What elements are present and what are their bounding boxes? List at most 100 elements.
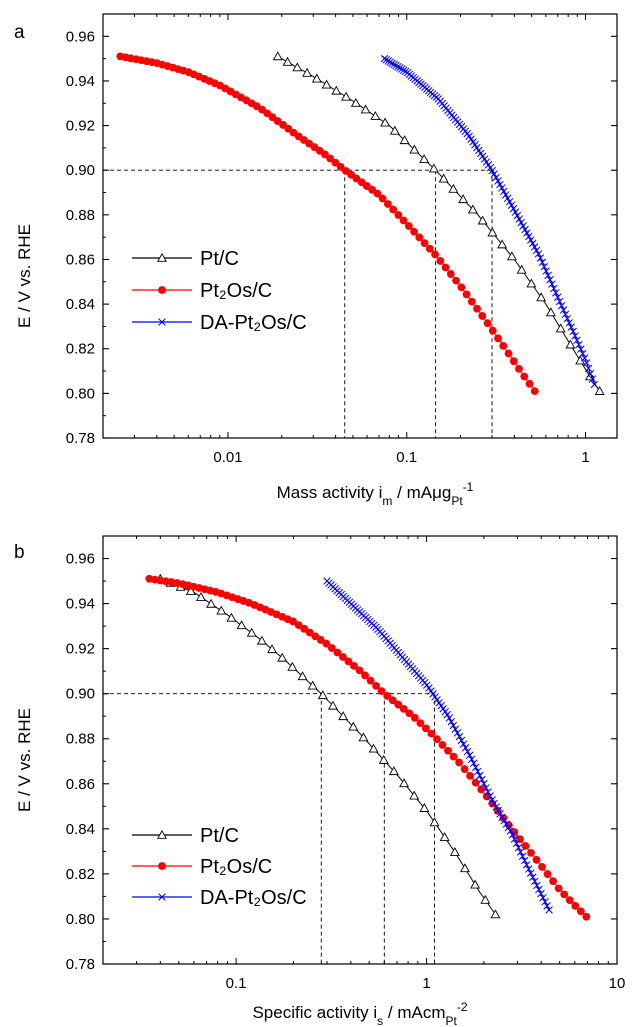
series-3: [323, 577, 553, 914]
y-tick-label: 0.80: [66, 911, 95, 928]
data-point: [509, 204, 518, 213]
data-point: [455, 732, 464, 741]
data-point: [550, 284, 558, 293]
data-point: [307, 680, 318, 690]
data-point: [549, 877, 558, 886]
data-point: [498, 813, 506, 822]
data-point: [571, 902, 580, 910]
legend-marker: [157, 252, 167, 262]
legend-marker: [158, 893, 166, 901]
series-line: [384, 58, 595, 385]
data-point: [370, 110, 381, 120]
data-point: [443, 710, 451, 719]
data-point: [527, 869, 535, 877]
data-point: [453, 729, 462, 737]
data-point: [317, 690, 328, 700]
data-point: [576, 907, 585, 916]
y-tick-label: 0.88: [66, 731, 95, 748]
data-point: [490, 909, 501, 919]
panel-a-xlabel: Mass activity im / mAμgPt-1: [277, 480, 474, 508]
legend-marker: [158, 286, 166, 294]
data-point: [449, 846, 460, 856]
panel-b: b E / V vs. RHE Specific activity is / m…: [14, 535, 625, 1027]
data-point: [455, 758, 463, 767]
data-point: [267, 644, 277, 654]
data-point: [577, 345, 585, 353]
data-point: [399, 66, 408, 74]
data-point: [548, 280, 556, 288]
data-point: [328, 700, 338, 710]
series-1: [155, 573, 501, 919]
data-point: [448, 183, 459, 193]
data-point: [543, 902, 551, 910]
data-point: [467, 755, 476, 763]
data-point: [428, 163, 439, 173]
data-point: [348, 721, 359, 731]
data-point: [542, 267, 550, 275]
data-point: [594, 386, 605, 395]
data-point: [463, 747, 472, 756]
y-tick-label: 0.86: [66, 776, 95, 793]
data-point: [410, 713, 419, 722]
data-point: [394, 700, 403, 709]
data-point: [439, 832, 450, 842]
data-point: [565, 339, 576, 349]
data-point: [488, 796, 496, 804]
data-point: [287, 661, 298, 671]
y-tick-label: 0.86: [66, 251, 95, 268]
y-tick-label: 0.94: [66, 596, 95, 613]
y-tick-label: 0.90: [66, 162, 95, 179]
data-point: [195, 591, 206, 601]
y-tick-label: 0.92: [66, 641, 95, 658]
data-point: [503, 194, 512, 203]
data-point: [544, 271, 552, 280]
data-point: [338, 711, 349, 721]
data-point: [350, 97, 361, 107]
x-tick-label: 0.1: [396, 449, 417, 466]
data-point: [471, 778, 480, 787]
data-point: [557, 301, 566, 310]
panel-b-xlabel: Specific activity is / mAcmPt-2: [252, 1000, 467, 1027]
data-point: [327, 644, 336, 652]
data-point: [530, 243, 539, 251]
data-point: [517, 218, 525, 227]
y-tick-label: 0.94: [66, 73, 95, 90]
data-point: [378, 194, 387, 203]
data-point: [504, 349, 513, 358]
y-tick-label: 0.92: [66, 118, 95, 135]
data-point: [524, 865, 533, 873]
data-point: [519, 222, 527, 230]
data-point: [438, 741, 447, 749]
data-point: [467, 204, 478, 214]
data-point: [488, 166, 497, 175]
data-point: [545, 906, 553, 914]
data-point: [477, 215, 488, 225]
plot-frame: [102, 535, 618, 965]
data-point: [582, 912, 591, 921]
data-point: [532, 246, 541, 255]
data-point: [525, 232, 533, 241]
y-tick-label: 0.96: [66, 28, 95, 45]
data-point: [449, 721, 458, 730]
data-point: [292, 62, 303, 72]
data-point: [590, 380, 599, 389]
data-point: [530, 387, 539, 396]
data-point: [380, 117, 391, 127]
data-point: [500, 187, 508, 196]
y-tick-label: 0.84: [66, 296, 95, 313]
data-point: [355, 666, 364, 675]
data-point: [446, 270, 455, 278]
data-point: [480, 779, 488, 788]
data-point: [471, 763, 480, 772]
data-point: [492, 173, 500, 182]
data-point: [565, 319, 574, 327]
legend-label: DA-Pt₂Os/C: [200, 312, 307, 334]
data-point: [520, 856, 529, 865]
y-tick-label: 0.82: [66, 341, 95, 358]
data-point: [538, 863, 546, 871]
data-point: [490, 799, 498, 808]
data-point: [460, 863, 470, 873]
data-point: [507, 201, 516, 209]
data-point: [415, 233, 424, 242]
data-point: [527, 849, 535, 857]
